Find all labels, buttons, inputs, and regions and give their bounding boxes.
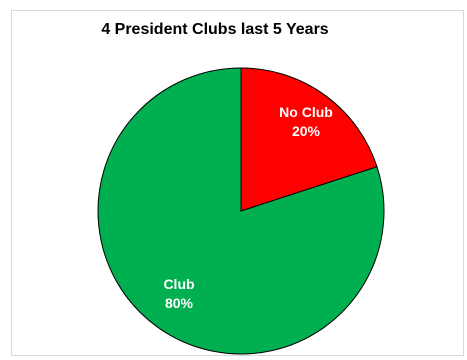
slice-label-name: Club	[163, 276, 194, 292]
chart-title: 4 President Clubs last 5 Years	[101, 21, 329, 38]
pie-slice-club	[97, 67, 385, 355]
slice-label-percent: 20%	[292, 123, 321, 139]
slice-label-name: No Club	[279, 104, 333, 120]
slice-label-percent: 80%	[165, 295, 194, 311]
pie-slice-no-club	[240, 67, 378, 212]
